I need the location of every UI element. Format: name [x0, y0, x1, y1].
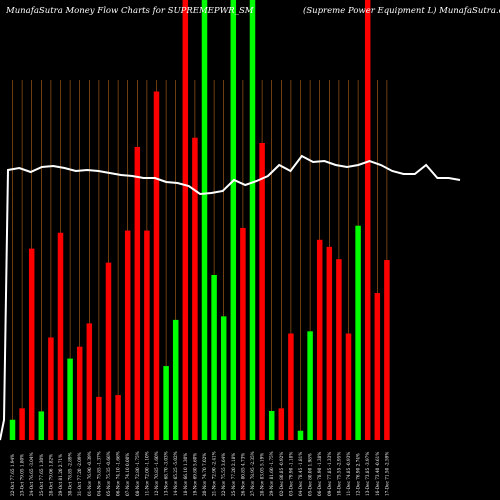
x-tick-label: 17-Dec 71.50 -2.59% [384, 452, 389, 496]
x-tick-label: 01-Nov 76.90 -0.39% [87, 451, 92, 496]
money-flow-bar [192, 137, 198, 440]
x-tick-label: 24-Oct 76.65 -3.04% [29, 452, 34, 496]
x-tick-label: 28-Nov 83.05 5.19% [260, 453, 265, 496]
money-flow-bar [86, 323, 93, 440]
x-tick-label: 28-Oct 79.06 1.82% [48, 454, 53, 496]
price-line [0, 154, 461, 441]
money-flow-bar [172, 319, 179, 440]
x-tick-label: 06-Dec 78.90 -1.38% [317, 452, 322, 496]
money-flow-bar [249, 0, 256, 440]
money-flow-bar [220, 316, 227, 440]
chart-title-left: MunafaSutra Money Flow Charts for SUPREM… [5, 6, 254, 16]
money-flow-bar [268, 410, 275, 440]
money-flow-bar [19, 408, 25, 440]
x-tick-label: 16-Dec 73.40 -0.61% [375, 452, 380, 496]
x-tick-label: 26-Nov 80.85 4.73% [240, 453, 245, 496]
money-flow-bar [105, 262, 112, 440]
money-flow-bar [364, 0, 371, 440]
x-tick-label: 22-Oct 77.65 1.94% [10, 454, 15, 496]
x-tick-label: 04-Nov 75.85 -1.37% [96, 451, 101, 496]
money-flow-bar [230, 0, 237, 440]
x-tick-label: 04-Dec 78.45 -1.81% [298, 452, 303, 496]
x-tick-label: 14-Nov 65.25 -5.02% [173, 451, 178, 496]
x-tick-label: 12-Dec 76.90 2.74% [356, 453, 361, 496]
money-flow-bar [163, 366, 169, 440]
bar-series [9, 0, 390, 441]
x-tick-label: 18-Nov 66.10 1.30% [183, 453, 188, 496]
x-tick-label: 03-Dec 79.90 -1.18% [288, 452, 293, 496]
money-flow-bar [307, 331, 313, 440]
x-tick-label: 25-Nov 77.20 2.18% [231, 453, 236, 496]
x-tick-label: 07-Nov 74.10 0.00% [125, 453, 130, 496]
money-flow-bar [153, 91, 160, 441]
x-tick-label: 05-Nov 75.35 -0.66% [106, 451, 111, 496]
money-flow-bar [297, 430, 304, 440]
money-flow-bar [9, 419, 16, 440]
money-flow-bar [76, 346, 83, 440]
x-tick-label: 29-Oct 81.20 2.71% [58, 454, 63, 496]
x-tick-label: 31-Oct 77.20 -2.09% [77, 452, 82, 496]
x-tick-label: 13-Dec 73.85 -3.97% [365, 452, 370, 496]
x-tick-label: 23-Oct 79.05 1.80% [20, 454, 25, 496]
money-flow-bar [240, 227, 246, 440]
x-axis-labels: 22-Oct 77.65 1.94% 23-Oct 79.05 1.80% 24-O… [10, 451, 389, 496]
money-flow-bar [355, 225, 361, 440]
x-tick-label: 29-Nov 81.60 -1.75% [269, 451, 274, 496]
x-tick-label: 08-Nov 72.80 -1.75% [135, 451, 140, 496]
x-tick-label: 02-Dec 80.85 -0.92% [279, 452, 284, 496]
x-tick-label: 10-Dec 75.55 -2.95% [336, 452, 341, 496]
money-flow-bar [288, 333, 294, 440]
money-flow-bar [182, 0, 189, 440]
money-flow-bar [259, 143, 265, 440]
x-tick-label: 11-Dec 74.85 -0.93% [346, 452, 351, 496]
money-flow-bar [384, 260, 390, 440]
money-flow-bar [336, 259, 342, 440]
x-tick-label: 11-Nov 72.00 -1.10% [144, 451, 149, 496]
money-flow-bar [134, 146, 141, 440]
money-flow-bar [316, 239, 323, 440]
x-tick-label: 13-Nov 68.70 -3.03% [164, 451, 169, 496]
money-flow-bar [57, 232, 64, 440]
x-tick-label: 22-Nov 75.55 3.64% [221, 453, 226, 496]
money-flow-bar [326, 246, 333, 440]
money-flow-bar [144, 230, 150, 440]
money-flow-bar [211, 275, 217, 440]
x-tick-label: 20-Nov 74.70 7.02% [202, 453, 207, 496]
x-tick-label: 25-Oct 77.65 1.30% [39, 454, 44, 496]
money-flow-bar [124, 230, 131, 440]
chart-title-right: (Supreme Power Equipment L) MunafaSutra.… [303, 5, 500, 16]
x-tick-label: 19-Nov 69.80 5.60% [192, 453, 197, 496]
money-flow-bar [28, 248, 35, 440]
money-flow-bar [38, 411, 45, 440]
money-flow-bar [278, 408, 285, 440]
x-tick-label: 06-Nov 74.10 -1.66% [116, 451, 121, 496]
x-tick-label: 12-Nov 70.85 -1.60% [154, 451, 159, 496]
x-tick-label: 05-Dec 80.00 1.98% [308, 453, 313, 496]
x-tick-label: 09-Dec 77.85 -1.33% [327, 452, 332, 496]
money-flow-bar [374, 293, 381, 440]
x-tick-label: 27-Nov 78.95 -2.35% [250, 451, 255, 496]
money-flow-bar [48, 337, 54, 440]
money-flow-bar [345, 333, 352, 440]
money-flow-bar [67, 358, 73, 440]
money-flow-bar [96, 396, 102, 440]
money-flow-bar [115, 395, 121, 440]
money-flow-bar [201, 0, 208, 440]
x-tick-label: 30-Oct 78.85 -2.89% [68, 452, 73, 496]
x-tick-label: 21-Nov 72.90 -2.41% [212, 451, 217, 496]
